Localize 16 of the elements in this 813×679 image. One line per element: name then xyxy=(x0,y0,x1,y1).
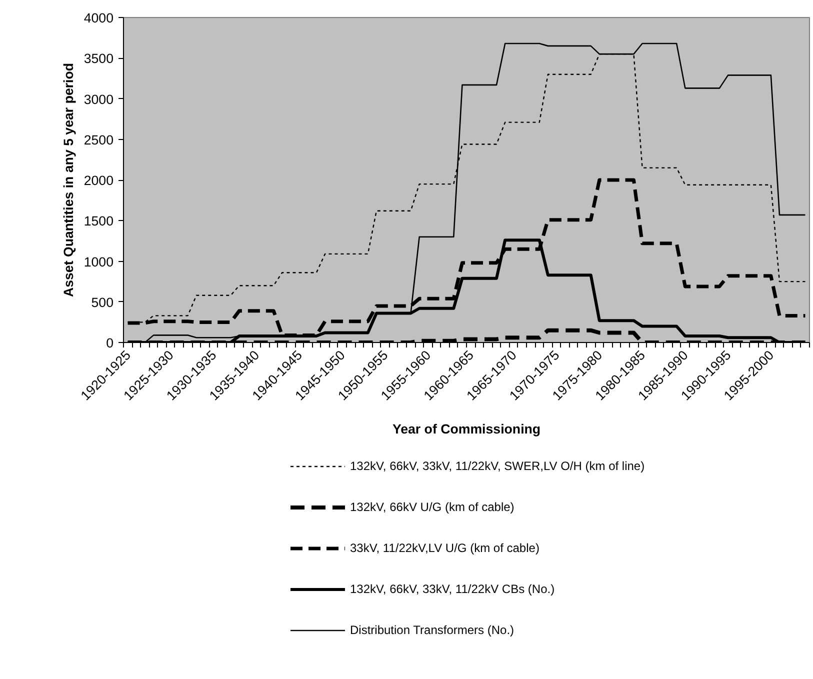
y-tick-label: 2500 xyxy=(84,132,114,148)
y-tick-label: 500 xyxy=(91,294,114,310)
y-tick-label: 0 xyxy=(106,336,114,350)
legend-label: Distribution Transformers (No.) xyxy=(350,623,514,637)
y-axis-title: Asset Quantities in any 5 year period xyxy=(60,62,76,298)
y-tick-label: 3500 xyxy=(84,51,114,66)
y-tick-label: 1000 xyxy=(84,254,114,270)
legend-label: 132kV, 66kV, 33kV, 11/22kV CBs (No.) xyxy=(350,582,555,596)
legend-label: 33kV, 11/22kV,LV U/G (km of cable) xyxy=(350,541,540,555)
legend-label: 132kV, 66kV U/G (km of cable) xyxy=(350,500,514,514)
legend-label: 132kV, 66kV, 33kV, 11/22kV, SWER,LV O/H (km of line) xyxy=(350,459,645,473)
y-tick-label: 3000 xyxy=(84,92,114,107)
x-axis-title: Year of Commissioning xyxy=(392,422,541,437)
y-tick-label: 1500 xyxy=(84,214,114,229)
y-tick-label: 2000 xyxy=(84,173,114,188)
y-tick-label: 4000 xyxy=(84,10,114,26)
